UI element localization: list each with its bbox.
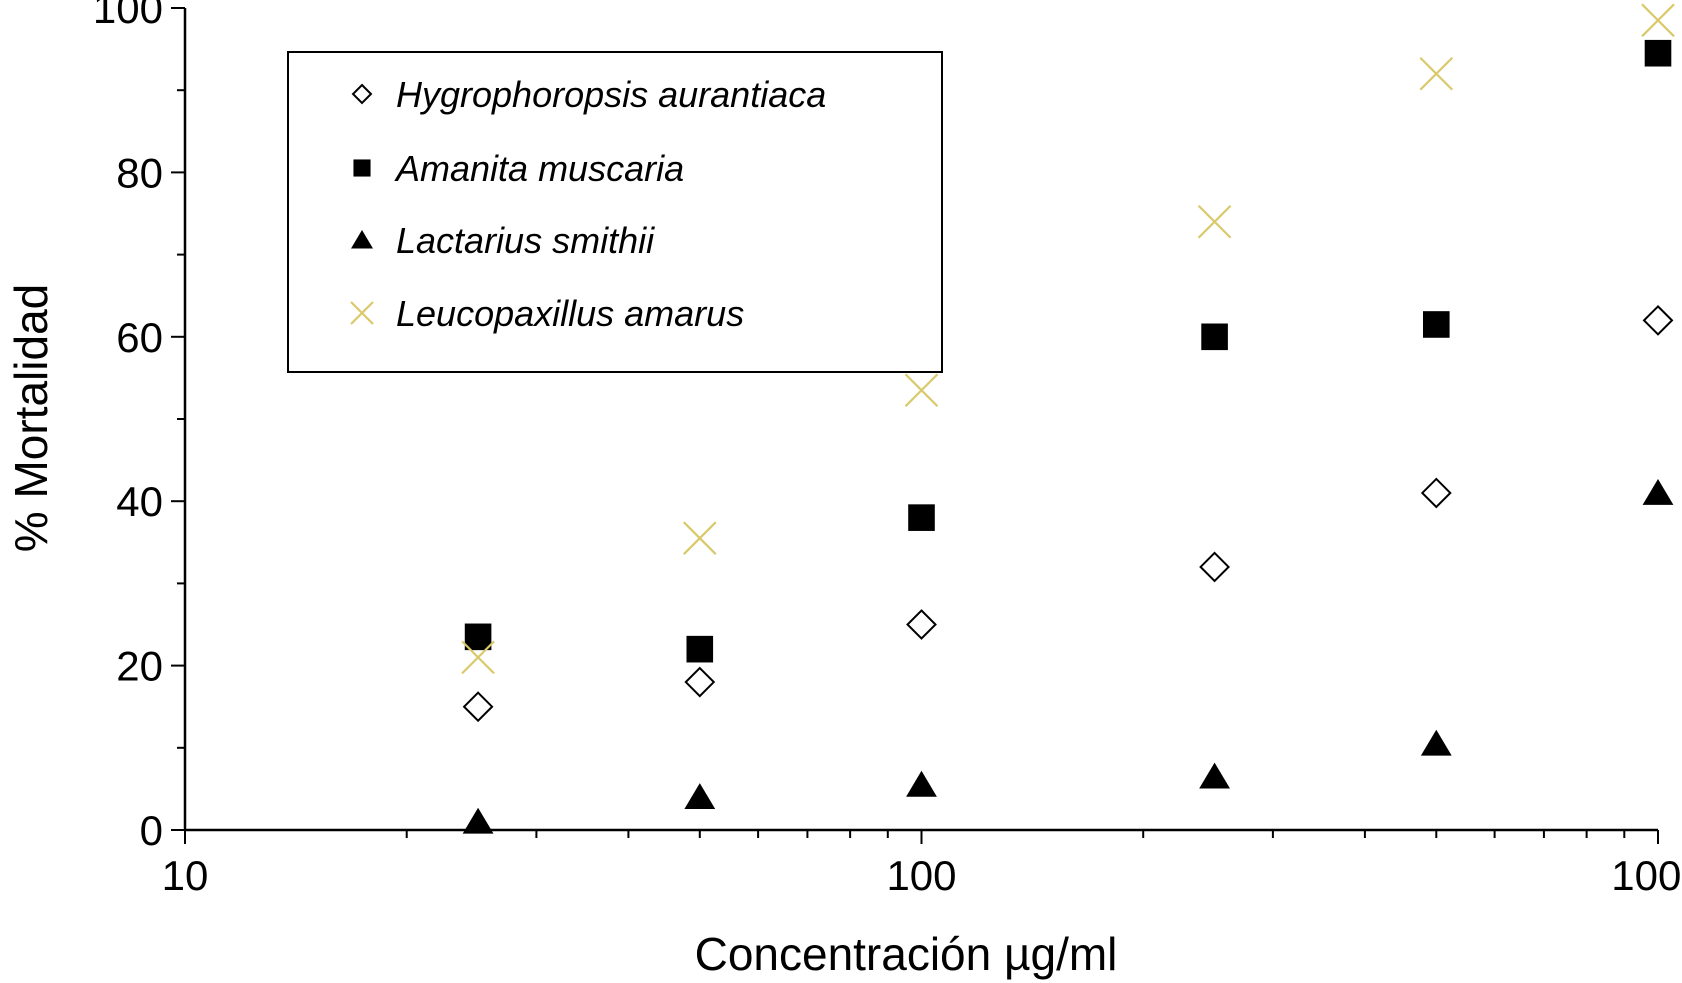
x-tick-label: 10 xyxy=(162,852,209,899)
data-point xyxy=(1420,477,1452,509)
data-point xyxy=(1419,56,1454,91)
data-point xyxy=(1197,204,1232,239)
data-point xyxy=(906,770,937,797)
legend-box xyxy=(287,51,943,373)
data-marks xyxy=(461,3,1675,834)
data-point xyxy=(1642,304,1674,336)
legend-label: Leucopaxillus amarus xyxy=(396,293,744,334)
data-point xyxy=(684,783,716,810)
data-point xyxy=(1199,762,1230,789)
data-point xyxy=(1199,551,1230,583)
legend-marker xyxy=(351,83,373,105)
y-tick-label: 0 xyxy=(140,807,163,854)
y-axis-title: % Mortalidad xyxy=(5,284,57,552)
data-point xyxy=(683,521,717,555)
legend-marker xyxy=(353,159,371,177)
x-tick-label: 1000 xyxy=(1611,852,1682,899)
legend-marker xyxy=(351,230,373,249)
legend-marker-stroke xyxy=(350,301,374,325)
legend-label: Lactarius smithii xyxy=(396,220,655,261)
legend-label: Amanita muscaria xyxy=(394,148,684,189)
axes: 0 20 40 60 80 100 10 100 1000 xyxy=(93,0,1682,899)
x-axis-title: Concentración µg/ml xyxy=(695,928,1118,980)
data-point xyxy=(906,609,937,640)
data-point-stroke xyxy=(461,640,495,675)
data-point xyxy=(1420,729,1452,756)
data-point xyxy=(462,691,494,723)
data-point xyxy=(464,623,492,651)
data-point xyxy=(686,635,714,663)
data-point xyxy=(684,666,716,698)
series-1 xyxy=(464,39,1672,663)
y-tick-label: 80 xyxy=(116,149,163,196)
data-point xyxy=(904,373,939,408)
legend-label: Hygrophoropsis aurantiaca xyxy=(396,74,826,115)
y-tick-label: 40 xyxy=(116,478,163,525)
data-point-stroke xyxy=(1197,204,1232,239)
legend: Hygrophoropsis aurantiaca Amanita muscari… xyxy=(287,51,943,373)
data-point-stroke xyxy=(1641,3,1675,38)
data-point xyxy=(1422,311,1450,338)
data-point xyxy=(462,807,494,834)
legend-marker xyxy=(350,301,374,325)
data-point xyxy=(1644,39,1672,67)
series-3 xyxy=(461,3,1675,675)
data-point-stroke xyxy=(683,521,717,555)
data-point-stroke xyxy=(904,373,939,408)
data-point xyxy=(1641,3,1675,38)
y-tick-label: 60 xyxy=(116,314,163,361)
y-tick-label: 20 xyxy=(116,643,163,690)
x-tick-label: 100 xyxy=(886,852,956,899)
series-0 xyxy=(462,304,1674,723)
y-tick-label: 100 xyxy=(93,0,163,32)
series-2 xyxy=(462,478,1674,834)
data-point-stroke xyxy=(1419,56,1454,91)
data-point xyxy=(461,640,495,675)
data-point xyxy=(1642,478,1674,505)
data-point xyxy=(908,504,935,531)
data-point xyxy=(1201,323,1228,351)
